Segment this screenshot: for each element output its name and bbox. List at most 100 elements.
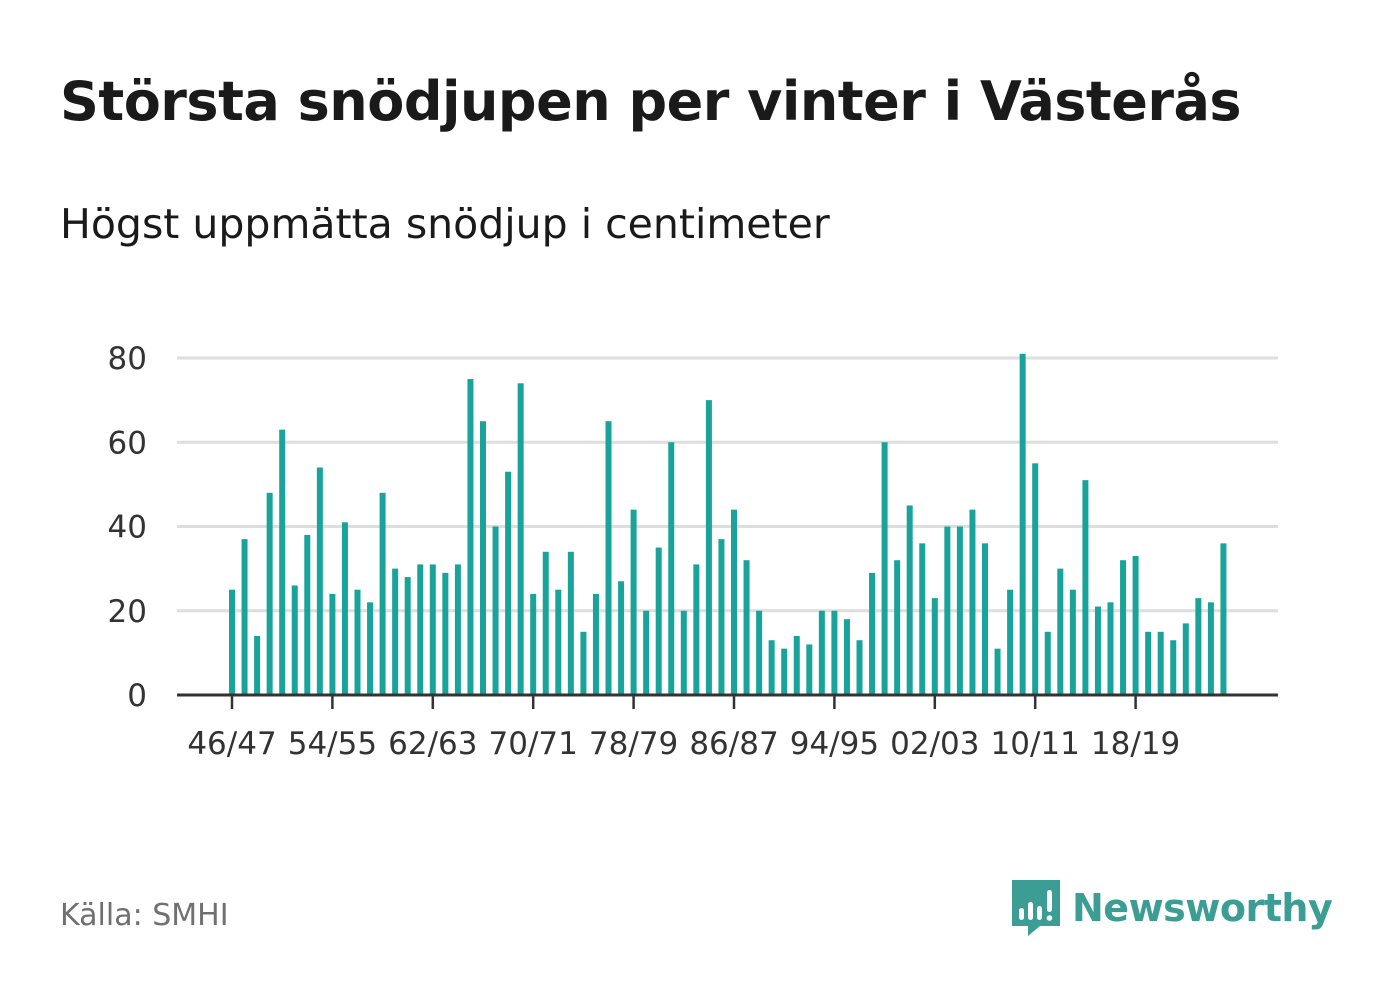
bar <box>542 551 549 695</box>
bar <box>956 526 963 695</box>
bar <box>291 585 298 695</box>
bar <box>392 568 399 695</box>
bar <box>417 564 424 695</box>
bar <box>329 593 336 695</box>
bar <box>530 593 537 695</box>
bar <box>1120 560 1127 695</box>
x-tick-label: 02/03 <box>890 726 979 762</box>
bar <box>906 505 913 695</box>
bar <box>1207 602 1214 695</box>
bar <box>241 539 248 695</box>
bar <box>1107 602 1114 695</box>
bar <box>555 589 562 695</box>
bar <box>1057 568 1064 695</box>
bar <box>1182 623 1189 695</box>
x-tick-label: 94/95 <box>790 726 879 762</box>
y-tick-label: 0 <box>127 678 147 714</box>
bar <box>793 636 800 695</box>
bar <box>229 589 235 695</box>
bar <box>931 598 938 695</box>
bar <box>856 640 863 695</box>
bar <box>693 564 700 695</box>
bar <box>982 543 988 695</box>
bar <box>279 429 286 695</box>
bar <box>944 526 951 695</box>
bar <box>806 644 813 695</box>
chart-subtitle: Högst uppmätta snödjup i centimeter <box>60 200 830 248</box>
y-tick-label: 20 <box>108 594 147 630</box>
x-axis: 46/47 54/55 62/63 70/71 78/79 86/87 94/95 02/03… <box>177 693 1278 762</box>
y-tick-label: 60 <box>108 425 147 461</box>
bar <box>1195 598 1202 695</box>
bar <box>994 648 1001 695</box>
bar <box>756 610 763 695</box>
bar <box>1220 543 1227 695</box>
bar <box>881 442 888 695</box>
y-tick-label: 40 <box>108 510 147 546</box>
bar <box>1145 631 1152 695</box>
bar <box>316 467 323 695</box>
bar <box>680 610 687 695</box>
bar <box>505 471 512 695</box>
bar <box>379 492 386 695</box>
bar <box>605 421 612 695</box>
bar <box>1007 589 1014 695</box>
bars <box>229 353 1227 695</box>
bar <box>517 383 524 695</box>
bar <box>367 602 374 695</box>
x-tick-label: 10/11 <box>991 726 1080 762</box>
x-tick-label: 86/87 <box>689 726 778 762</box>
bar <box>1019 353 1026 695</box>
x-tick-label: 54/55 <box>288 726 377 762</box>
bar <box>655 547 662 695</box>
bar <box>1132 555 1139 695</box>
bar <box>919 543 926 695</box>
bar <box>668 442 675 695</box>
bar <box>618 581 625 695</box>
bar <box>580 631 587 695</box>
bar <box>743 560 750 695</box>
bar <box>1044 631 1051 695</box>
bar <box>354 589 361 695</box>
bar <box>429 564 436 695</box>
chart-title: Största snödjupen per vinter i Västerås <box>60 70 1242 133</box>
brand-logo: Newsworthy <box>1010 878 1333 938</box>
bar <box>781 648 788 695</box>
x-tick-label: 78/79 <box>589 726 678 762</box>
bar <box>480 421 486 695</box>
bar <box>831 610 838 695</box>
brand-name: Newsworthy <box>1072 886 1333 930</box>
bar <box>467 379 474 695</box>
bar <box>404 577 411 695</box>
bar <box>718 539 725 695</box>
bar <box>731 509 737 695</box>
bar <box>592 593 599 695</box>
bar <box>843 619 850 695</box>
x-tick-label: 18/19 <box>1091 726 1180 762</box>
bar <box>254 636 261 695</box>
bar <box>341 522 348 695</box>
y-tick-label: 80 <box>108 341 147 377</box>
bar <box>705 400 712 695</box>
bar <box>894 560 901 695</box>
y-axis: 0 20 40 60 80 <box>108 341 147 714</box>
bar <box>768 640 775 695</box>
x-tick-label: 46/47 <box>187 726 276 762</box>
bar <box>818 610 825 695</box>
bar <box>869 572 876 695</box>
bar <box>454 564 461 695</box>
bar <box>1170 640 1177 695</box>
bar <box>1094 606 1101 695</box>
newsworthy-logo-icon <box>1012 880 1060 936</box>
bar <box>442 572 449 695</box>
bar <box>630 509 637 695</box>
bar <box>266 492 273 695</box>
bar <box>304 534 311 695</box>
bar <box>969 509 976 695</box>
bar <box>1032 463 1039 695</box>
bar <box>567 551 574 695</box>
bar <box>1082 480 1089 695</box>
x-tick-label: 70/71 <box>489 726 578 762</box>
bar <box>1069 589 1076 695</box>
